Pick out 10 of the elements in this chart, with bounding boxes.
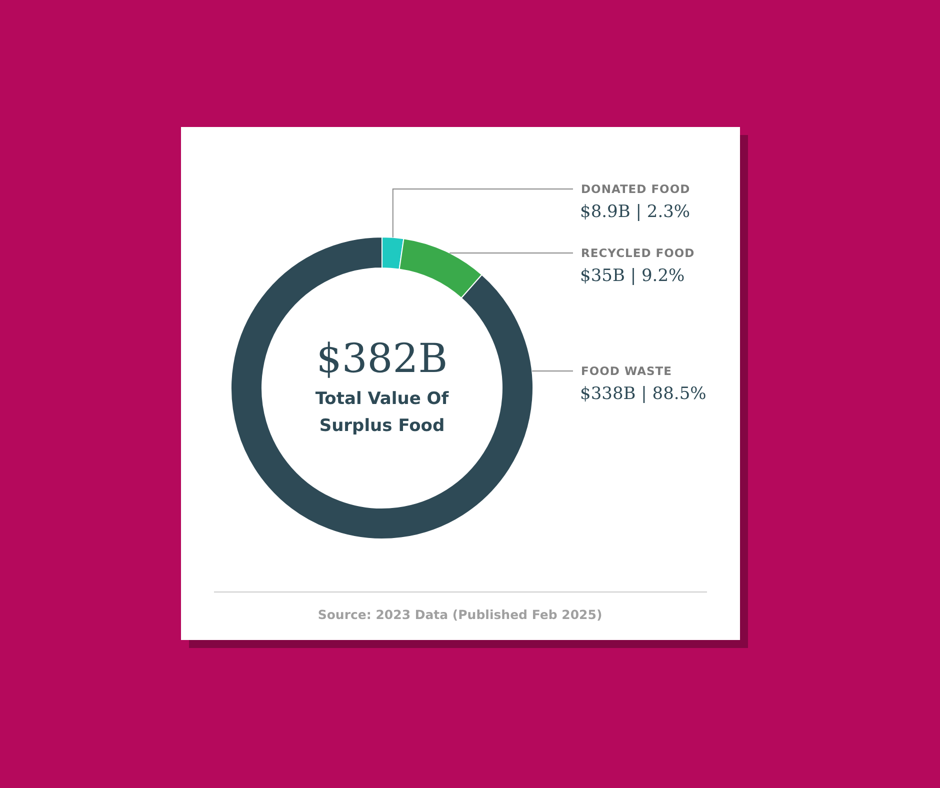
- source-note: Source: 2023 Data (Published Feb 2025): [318, 607, 602, 622]
- text: $382B: [316, 336, 448, 382]
- donut-slice: [230, 236, 534, 540]
- slice-label: RECYCLED FOOD: [581, 246, 695, 260]
- slice-label: DONATED FOOD: [581, 182, 690, 196]
- data-label: $8.9B | 2.3%: [580, 202, 690, 222]
- data-label: $35B | 9.2%: [580, 266, 685, 286]
- text: Total Value Of Surplus Food: [315, 389, 450, 436]
- slice-label: FOOD WASTE: [581, 364, 672, 378]
- data-label: $338B | 88.5%: [580, 384, 706, 404]
